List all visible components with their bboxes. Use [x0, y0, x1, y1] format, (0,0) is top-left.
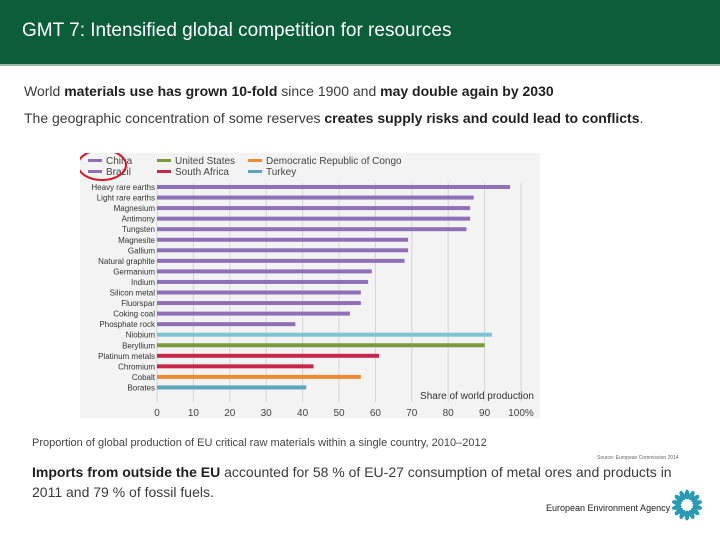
legend-swatch	[248, 170, 262, 173]
eea-sunburst-logo-icon	[671, 489, 703, 521]
imports-statement: Imports from outside the EU accounted fo…	[32, 462, 672, 502]
logo-ray	[679, 509, 686, 520]
title-divider	[0, 64, 720, 66]
bar-label: Gallium	[128, 246, 155, 255]
title-bar: GMT 7: Intensified global competition fo…	[0, 0, 720, 64]
bar	[157, 353, 380, 358]
bar-label: Platinum metals	[98, 352, 155, 361]
x-tick-label: 50	[333, 408, 345, 418]
legend-label: Brazil	[106, 167, 131, 178]
body-text: since 1900 and	[277, 83, 381, 99]
bar	[157, 185, 511, 189]
body-text: The geographic concentration of some res…	[24, 110, 325, 126]
bar-label: Magnesium	[114, 204, 156, 213]
bar	[157, 269, 372, 274]
bar	[157, 206, 471, 211]
x-tick-label: 40	[297, 408, 309, 418]
logo-ray	[671, 504, 682, 510]
bar-label: Tungsten	[122, 225, 155, 234]
bar-label: Natural graphite	[98, 257, 155, 266]
legend-swatch	[88, 170, 102, 173]
body-text: World	[24, 83, 65, 99]
legend-swatch	[157, 159, 171, 162]
bar	[157, 258, 405, 263]
x-tick-label: 70	[406, 408, 418, 418]
body-text: .	[639, 110, 644, 126]
emphasis-text: materials use has grown 10-fold	[64, 83, 278, 99]
bar	[157, 332, 492, 337]
bar	[157, 374, 361, 379]
intro-line-2: The geographic concentration of some res…	[24, 110, 643, 126]
bar-label: Magnesite	[118, 236, 155, 245]
logo-ray	[674, 494, 683, 503]
x-tick-label: 20	[224, 408, 236, 418]
bar-label: Borates	[127, 383, 155, 392]
bar	[157, 248, 409, 253]
bar	[157, 364, 314, 369]
bar-label: Fluorspar	[121, 299, 155, 308]
logo-ray	[688, 509, 695, 520]
bar	[157, 279, 369, 284]
slide-title: GMT 7: Intensified global competition fo…	[22, 20, 452, 41]
emphasis-text: Imports from outside the EU	[32, 464, 221, 480]
bar	[157, 195, 474, 200]
logo-ray	[691, 494, 700, 503]
bar	[157, 301, 361, 306]
bar	[157, 385, 307, 390]
x-tick-label: 100%	[508, 408, 534, 418]
intro-line-1: World materials use has grown 10-fold si…	[24, 83, 554, 99]
bar-label: Beryllium	[122, 341, 155, 350]
body-text: accounted for 58 % of EU-27 consumption …	[32, 464, 672, 500]
emphasis-text: creates supply risks and could lead to c…	[324, 110, 640, 126]
bar-label: Light rare earths	[97, 194, 155, 203]
bar-label: Antimony	[122, 215, 155, 224]
logo-ray	[692, 500, 703, 506]
logo-ray	[688, 490, 695, 501]
bar	[157, 227, 467, 232]
legend-swatch	[248, 159, 262, 162]
chart-canvas: 0 10 20 30 40 50 60 70 80 90 100% Heavy rare earths…	[80, 153, 534, 418]
legend-label: Democratic Republic of Congo	[266, 156, 402, 167]
bar	[157, 311, 350, 316]
bar-label: Coking coal	[113, 310, 155, 319]
bar	[157, 216, 471, 221]
logo-ray	[674, 507, 683, 516]
logo-ray	[684, 489, 690, 500]
bar-label: Cobalt	[132, 373, 156, 382]
legend-label: Turkey	[266, 167, 296, 178]
legend-label: China	[106, 156, 133, 167]
x-tick-label: 80	[443, 408, 455, 418]
bar-label: Indium	[131, 278, 155, 287]
legend-swatch	[88, 159, 102, 162]
x-tick-label: 30	[261, 408, 273, 418]
x-tick-label: 60	[370, 408, 382, 418]
legend-label: South Africa	[175, 167, 229, 178]
x-tick-label: 90	[479, 408, 491, 418]
bar	[157, 290, 361, 295]
x-tick-label: 10	[188, 408, 200, 418]
bar-label: Niobium	[126, 331, 156, 340]
agency-name: European Environment Agency	[546, 503, 671, 513]
logo-ray	[691, 507, 700, 516]
bar-chart: 0 10 20 30 40 50 60 70 80 90 100% Heavy rare earths…	[80, 153, 540, 418]
highlight-circle	[80, 153, 127, 181]
emphasis-text: may double again by 2030	[380, 83, 554, 99]
bar	[157, 343, 485, 348]
bar	[157, 322, 296, 327]
bar-label: Heavy rare earths	[91, 183, 155, 192]
logo-ray	[684, 510, 690, 521]
legend-label: United States	[175, 156, 235, 167]
legend-swatch	[157, 170, 171, 173]
bar	[157, 237, 409, 242]
bar-label: Chromium	[118, 362, 155, 371]
x-axis-title: Share of world production	[420, 391, 534, 402]
bar-label: Silicon metal	[110, 289, 156, 298]
chart-caption: Proportion of global production of EU cr…	[32, 437, 487, 449]
source-note: Source: European Commission 2014	[597, 455, 679, 461]
logo-ray	[679, 490, 686, 501]
bar-label: Germanium	[113, 267, 155, 276]
bar-label: Phosphate rock	[99, 320, 156, 329]
x-tick-label: 0	[154, 408, 160, 418]
